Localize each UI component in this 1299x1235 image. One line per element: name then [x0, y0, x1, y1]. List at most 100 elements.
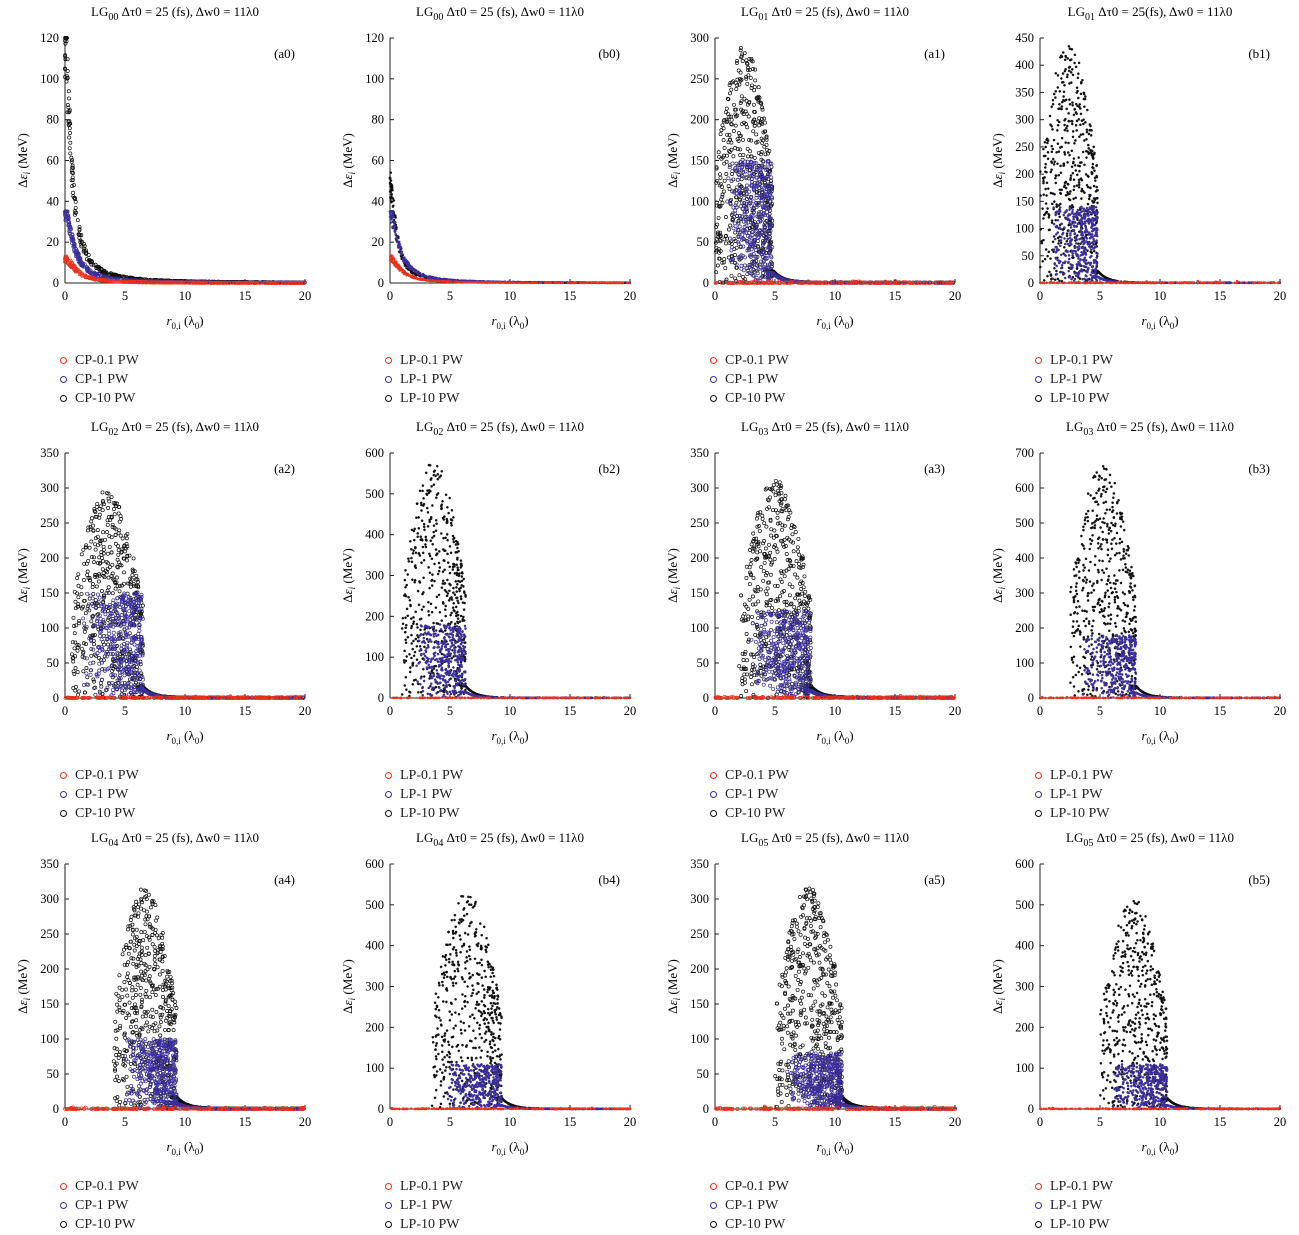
scatter-point — [1084, 173, 1088, 176]
scatter-point — [1045, 181, 1049, 185]
scatter-point — [759, 170, 764, 175]
scatter-point — [393, 261, 396, 265]
scatter-point — [759, 121, 764, 125]
scatter-point — [400, 268, 404, 272]
scatter-point — [1039, 228, 1043, 231]
scatter-point — [750, 59, 755, 64]
scatter-point — [1044, 211, 1048, 214]
y-tick-label: 250 — [1015, 140, 1034, 154]
scatter-point — [738, 70, 743, 75]
scatter-point — [1058, 103, 1061, 106]
scatter-point — [728, 202, 733, 207]
scatter-point — [1047, 250, 1051, 254]
scatter-point — [217, 280, 222, 285]
scatter-point — [76, 251, 81, 256]
scatter-point — [1039, 170, 1042, 173]
scatter-point — [168, 280, 173, 285]
scatter-point — [529, 281, 533, 284]
legend-label: CP-1 PW — [725, 372, 779, 387]
scatter-point — [733, 166, 738, 171]
scatter-point — [749, 236, 754, 241]
scatter-point — [809, 280, 814, 285]
scatter-point — [68, 131, 72, 135]
scatter-point — [721, 260, 726, 265]
scatter-point — [1042, 147, 1045, 151]
scatter-point — [732, 102, 736, 107]
scatter-point — [1055, 269, 1058, 273]
scatter-point — [745, 146, 750, 151]
scatter-point — [1072, 178, 1076, 181]
scatter-point — [71, 190, 75, 195]
scatter-point — [1064, 141, 1068, 144]
scatter-point — [77, 272, 82, 277]
scatter-point — [142, 280, 147, 285]
scatter-point — [421, 274, 425, 277]
scatter-point — [419, 278, 422, 281]
scatter-point — [1074, 169, 1078, 172]
scatter-point — [1083, 139, 1086, 142]
scatter-point — [756, 85, 761, 90]
scatter-point — [63, 218, 68, 223]
scatter-point — [1077, 72, 1080, 76]
scatter-point — [1092, 145, 1096, 149]
scatter-point — [764, 134, 769, 139]
scatter-point — [63, 41, 68, 46]
y-tick-label: 50 — [1022, 249, 1035, 263]
scatter-point — [1071, 205, 1075, 209]
scatter-point — [1065, 126, 1068, 130]
scatter-point — [897, 280, 902, 285]
scatter-point — [67, 96, 71, 101]
scatter-point — [733, 146, 738, 150]
legend-marker-icon — [385, 376, 392, 383]
y-tick-label: 150 — [690, 154, 709, 168]
scatter-point — [1039, 194, 1042, 197]
scatter-point — [1082, 122, 1085, 126]
scatter-point — [1085, 183, 1089, 187]
scatter-point — [431, 276, 434, 279]
scatter-point — [756, 232, 761, 237]
scatter-point — [1042, 193, 1045, 196]
scatter-point — [66, 122, 71, 127]
scatter-point — [1064, 54, 1067, 58]
scatter-point — [749, 252, 754, 257]
x-tick-label: 20 — [949, 289, 962, 303]
scatter-point — [1060, 100, 1064, 104]
scatter-point — [70, 235, 75, 239]
scatter-point — [390, 259, 394, 263]
scatter-point — [1086, 202, 1090, 206]
scatter-point — [716, 150, 721, 155]
scatter-point — [1053, 160, 1056, 163]
scatter-point — [1071, 256, 1074, 259]
scatter-point — [412, 268, 416, 271]
scatter-point — [79, 244, 84, 249]
scatter-point — [730, 169, 735, 174]
scatter-point — [740, 174, 745, 179]
scatter-point — [717, 204, 722, 209]
scatter-point — [764, 192, 769, 197]
scatter-point — [754, 190, 759, 195]
scatter-point — [1052, 138, 1056, 142]
scatter-point — [929, 280, 934, 285]
scatter-point — [67, 119, 72, 124]
y-tick-label: 0 — [1028, 276, 1034, 290]
scatter-point — [106, 272, 111, 277]
scatter-point — [744, 219, 749, 224]
scatter-point — [194, 280, 199, 285]
scatter-point — [1054, 176, 1057, 180]
scatter-point — [68, 140, 73, 145]
scatter-point — [753, 78, 758, 83]
scatter-point — [395, 226, 398, 229]
scatter-point — [1047, 212, 1050, 216]
scatter-point — [766, 271, 771, 275]
scatter-point — [934, 280, 939, 285]
scatter-point — [740, 214, 744, 219]
scatter-point — [740, 185, 745, 190]
scatter-point — [830, 279, 835, 284]
scatter-point — [737, 197, 742, 202]
scatter-point — [1057, 120, 1061, 124]
scatter-point — [734, 161, 739, 166]
scatter-point — [405, 261, 409, 265]
scatter-point — [748, 165, 753, 170]
scatter-point — [65, 69, 70, 73]
scatter-point — [1053, 192, 1056, 196]
